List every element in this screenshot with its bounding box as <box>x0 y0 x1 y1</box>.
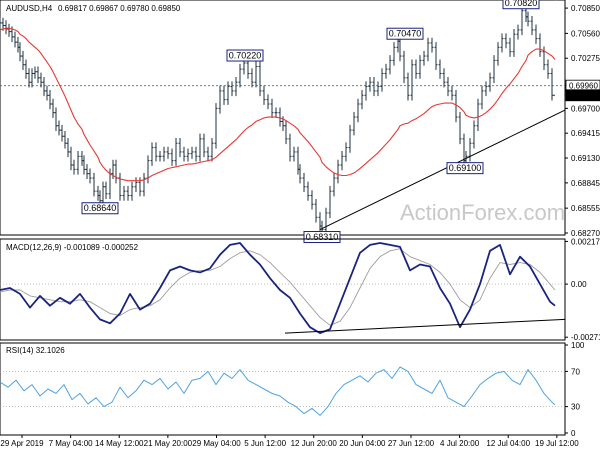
macd-panel-frame <box>0 238 566 341</box>
price-annotation-label: 0.70470 <box>389 29 422 39</box>
time-axis-tick-label: 4 Jul 20:00 <box>440 439 480 448</box>
price-axis-tick-label: 0.70850 <box>571 4 600 13</box>
macd-trendline <box>284 318 566 334</box>
price-axis-tick-label: 0.68845 <box>571 179 600 188</box>
price-axis-tick-label: 0.69130 <box>571 154 600 163</box>
time-axis-tick-label: 21 May 20:00 <box>144 439 193 448</box>
price-tag-box <box>565 89 600 102</box>
time-axis-tick-label: 20 Jun 04:00 <box>339 439 386 448</box>
time-axis-tick-label: 5 Jun 12:00 <box>244 439 286 448</box>
macd-axis: 0.002178 0.00 -0.00271 <box>565 237 600 342</box>
price-axis: 0.70850 0.70560 0.70275 0.69700 0.69415 0.691… <box>565 4 600 238</box>
price-axis-tick-label: 0.70560 <box>571 29 600 38</box>
watermark: ActionForex.com <box>400 200 565 225</box>
rsi-panel-frame <box>0 342 566 436</box>
macd-axis-tick-label: -0.00271 <box>571 333 600 342</box>
price-trendline <box>319 109 566 230</box>
price-axis-tick-label: 0.69415 <box>571 129 600 138</box>
rsi-line <box>0 366 556 416</box>
price-axis-tick-label: 0.68555 <box>571 204 600 213</box>
time-axis-tick-label: 19 Jul 12:00 <box>535 439 579 448</box>
macd-line <box>0 242 556 335</box>
rsi-axis-tick-label: 100 <box>571 341 585 350</box>
price-annotation-box <box>303 231 341 244</box>
time-axis-tick-label: 29 May 04:00 <box>192 439 241 448</box>
rsi-axis-tick-label: 30 <box>571 403 580 412</box>
price-annotation-label: 0.68640 <box>84 203 117 213</box>
time-axis-tick-label: 27 Jun 12:00 <box>388 439 435 448</box>
price-annotation-label: 0.70220 <box>229 51 262 61</box>
price-tag-label: 0.69960 <box>569 82 598 91</box>
macd-signal-line <box>0 248 556 326</box>
time-axis-tick-label: 7 May 04:00 <box>49 439 94 448</box>
price-annotation-box <box>226 49 264 62</box>
price-header-symbol: AUDUSD,H4 <box>6 4 53 13</box>
price-annotation-box <box>81 202 119 215</box>
rsi-axis-tick-label: 70 <box>571 367 580 376</box>
time-axis-tick-label: 12 Jul 04:00 <box>486 439 530 448</box>
macd-layer <box>0 242 566 335</box>
price-annotation-box <box>502 0 540 10</box>
time-axis-tick-label: 29 Apr 2019 <box>0 439 44 448</box>
price-annotation-box <box>446 162 484 175</box>
price-axis-tick-label: 0.70275 <box>571 54 600 63</box>
rsi-axis-tick-label: 0 <box>571 429 576 438</box>
price-layer: 0.68640 0.70220 0.68310 0.70470 0.69100 0.708… <box>0 0 566 244</box>
price-axis-tick-label: 0.69700 <box>571 104 600 113</box>
price-annotation-label: 0.70820 <box>505 0 538 8</box>
rsi-layer <box>0 366 565 416</box>
rsi-axis: 100 70 30 0 <box>565 341 585 438</box>
price-header-ohlc: 0.69817 0.69867 0.69780 0.69850 <box>58 4 181 13</box>
price-annotation-label: 0.69100 <box>449 163 482 173</box>
price-panel-frame <box>0 0 566 236</box>
price-annotation-label: 0.68310 <box>306 232 339 242</box>
time-axis: 29 Apr 2019 7 May 04:00 14 May 12:00 21 May… <box>0 435 579 448</box>
price-axis-tick-label: 0.68270 <box>571 229 600 238</box>
time-axis-tick-label: 12 Jun 20:00 <box>291 439 338 448</box>
macd-axis-tick-label: 0.002178 <box>571 237 600 246</box>
macd-title: MACD(12,26,9) -0.001089 -0.000252 <box>6 243 139 252</box>
price-annotation-box <box>386 27 424 40</box>
price-tag-label: 0.69850 <box>569 91 598 100</box>
rsi-title: RSI(14) 32.1026 <box>6 346 65 355</box>
macd-axis-tick-label: 0.00 <box>571 280 587 289</box>
time-axis-tick-label: 14 May 12:00 <box>95 439 144 448</box>
ema-line <box>0 27 556 182</box>
